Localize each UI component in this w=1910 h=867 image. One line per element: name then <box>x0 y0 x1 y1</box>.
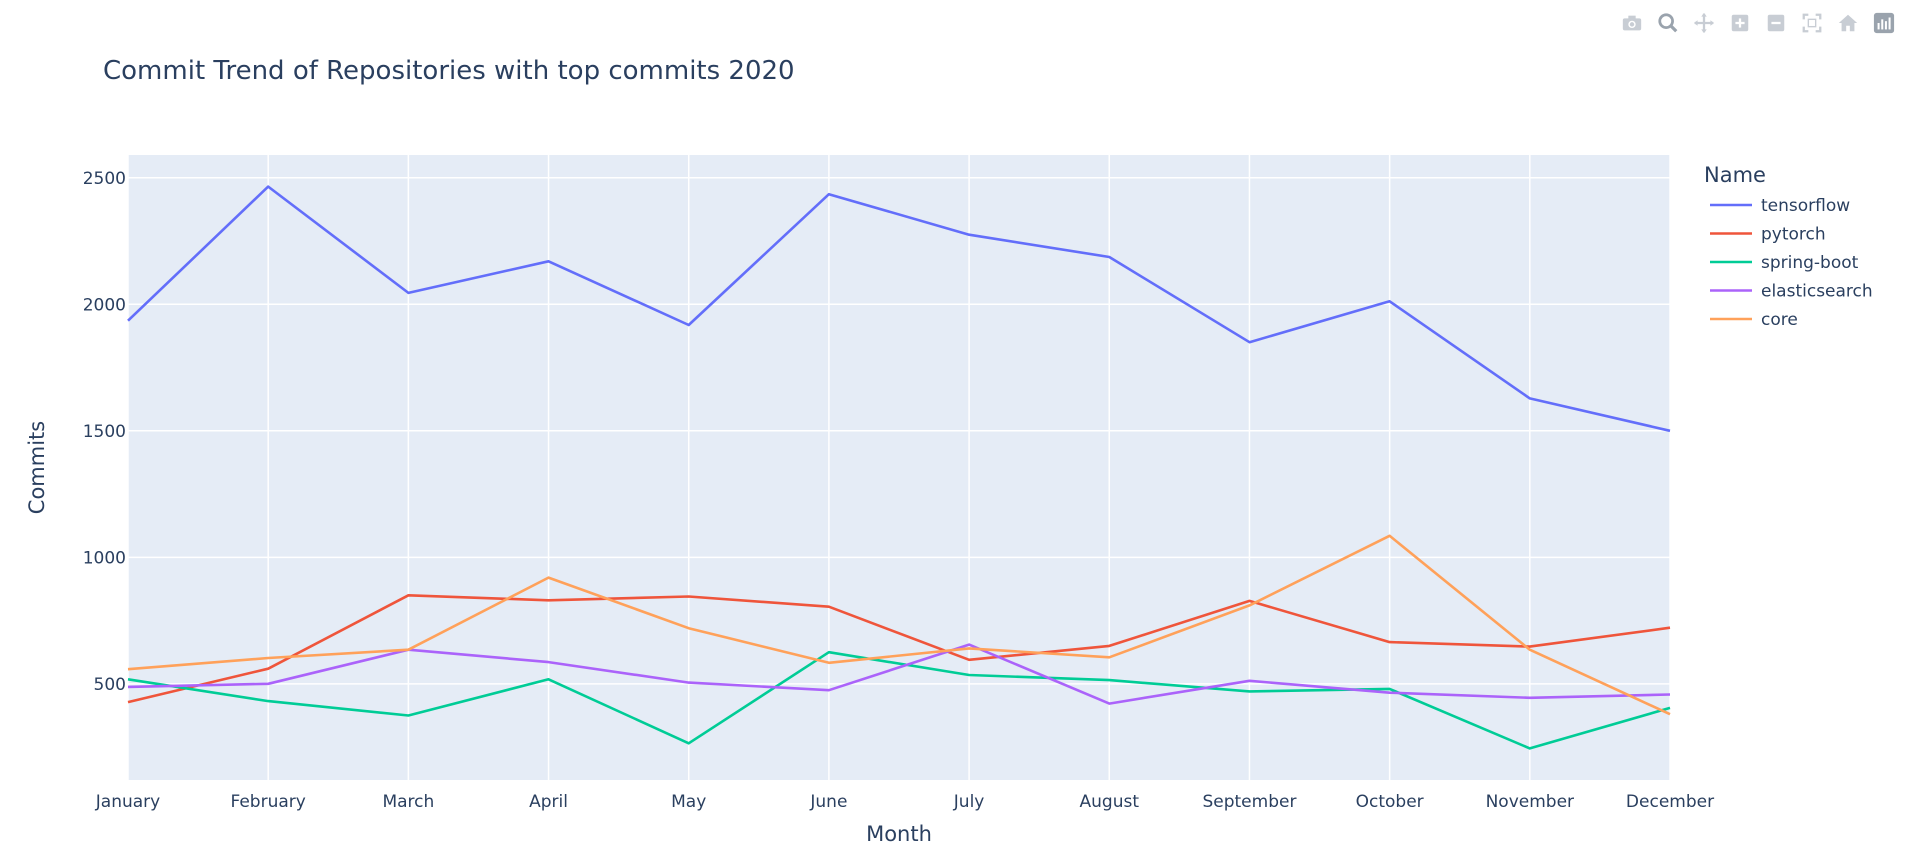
legend-item-core[interactable]: core <box>1710 310 1798 330</box>
legend-label: tensorflow <box>1761 196 1850 216</box>
legend-item-elasticsearch[interactable]: elasticsearch <box>1710 282 1873 302</box>
series-line-core[interactable] <box>127 534 1671 716</box>
legend-label: core <box>1761 310 1798 330</box>
gridlines <box>127 155 1671 780</box>
x-tick-label: July <box>953 792 985 812</box>
y-tick-label: 500 <box>94 675 126 695</box>
series-line-spring-boot[interactable] <box>127 650 1671 750</box>
x-tick-label: November <box>1486 792 1574 812</box>
y-axis-ticks: 500 1000 1500 2000 2500 <box>83 169 126 695</box>
x-tick-label: October <box>1356 792 1424 812</box>
camera-icon[interactable] <box>1614 10 1650 36</box>
plot-area[interactable] <box>128 155 1670 780</box>
zoom-in-icon[interactable] <box>1722 10 1758 36</box>
legend-title: Name <box>1704 163 1766 187</box>
series-line-elasticsearch[interactable] <box>127 643 1671 705</box>
home-icon[interactable] <box>1830 10 1866 36</box>
legend: Name tensorflow pytorch spring-boot elastic… <box>1704 163 1873 330</box>
x-axis-title: Month <box>866 822 932 846</box>
y-tick-label: 2500 <box>83 169 126 189</box>
series-lines <box>127 185 1671 750</box>
autoscale-icon[interactable] <box>1794 10 1830 36</box>
modebar <box>1614 10 1902 36</box>
legend-item-spring-boot[interactable]: spring-boot <box>1710 253 1859 273</box>
x-tick-label: June <box>809 792 847 812</box>
zoom-icon[interactable] <box>1650 10 1686 36</box>
legend-label: pytorch <box>1761 225 1826 245</box>
y-tick-label: 1500 <box>83 422 126 442</box>
y-tick-label: 1000 <box>83 548 126 568</box>
x-tick-label: December <box>1626 792 1714 812</box>
legend-item-tensorflow[interactable]: tensorflow <box>1710 196 1850 216</box>
x-tick-label: February <box>231 792 306 812</box>
y-axis-title: Commits <box>25 421 49 514</box>
legend-label: spring-boot <box>1761 253 1859 273</box>
x-axis-ticks: January February March April May June July Augu… <box>95 792 1714 812</box>
x-tick-label: September <box>1202 792 1296 812</box>
x-tick-label: May <box>671 792 706 812</box>
x-tick-label: August <box>1080 792 1140 812</box>
x-tick-label: January <box>95 792 160 812</box>
legend-label: elasticsearch <box>1761 282 1873 302</box>
x-tick-label: April <box>529 792 568 812</box>
y-tick-label: 2000 <box>83 295 126 315</box>
plotly-logo-icon[interactable] <box>1866 10 1902 36</box>
chart-title: Commit Trend of Repositories with top co… <box>103 56 795 86</box>
series-line-pytorch[interactable] <box>127 593 1671 704</box>
zoom-out-icon[interactable] <box>1758 10 1794 36</box>
pan-icon[interactable] <box>1686 10 1722 36</box>
legend-item-pytorch[interactable]: pytorch <box>1710 225 1826 245</box>
x-tick-label: March <box>382 792 434 812</box>
series-line-tensorflow[interactable] <box>127 185 1671 433</box>
